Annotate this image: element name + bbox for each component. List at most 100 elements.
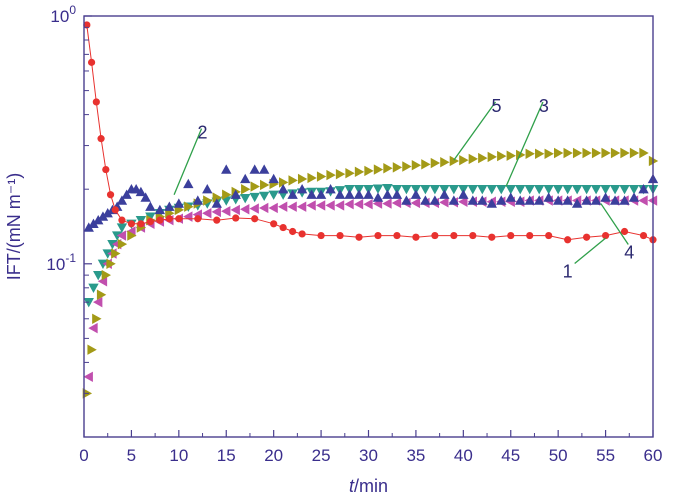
data-point (552, 185, 564, 195)
data-point (525, 148, 535, 159)
data-point (619, 195, 630, 205)
data-point (402, 161, 412, 172)
data-point (628, 185, 640, 195)
series-1 (83, 21, 657, 244)
curve-label-3: 3 (505, 96, 549, 187)
data-point (212, 192, 222, 203)
data-point (97, 276, 108, 287)
data-point (373, 164, 384, 175)
data-point (487, 151, 497, 163)
data-point (628, 192, 640, 202)
data-point (203, 195, 213, 206)
data-point (87, 58, 96, 66)
data-point (194, 215, 202, 223)
data-point (429, 195, 441, 205)
data-point (165, 215, 173, 223)
data-point (524, 185, 535, 195)
data-point (439, 197, 449, 208)
data-point (192, 195, 203, 205)
data-point (240, 173, 251, 184)
data-point (459, 154, 469, 166)
y-tick-base: 10 (46, 255, 65, 274)
series-layer (82, 21, 659, 399)
data-point (458, 196, 468, 207)
data-point (344, 198, 354, 210)
data-point (268, 173, 279, 184)
data-point (240, 204, 250, 215)
data-point (102, 249, 113, 259)
x-tick-label: 45 (501, 446, 520, 465)
data-point (609, 195, 621, 205)
data-point (505, 185, 516, 195)
data-point (610, 147, 621, 159)
data-point (581, 185, 592, 195)
data-point (469, 231, 477, 240)
data-point (145, 212, 156, 222)
data-point (506, 150, 516, 161)
data-point (552, 195, 564, 205)
data-point (526, 231, 534, 240)
data-point (477, 195, 488, 205)
data-point (393, 231, 401, 240)
x-tick-label: 25 (312, 446, 331, 465)
curve-label-leader (453, 101, 497, 161)
data-point (600, 192, 611, 202)
curve-label-leader (574, 237, 606, 265)
curve-label-leader (505, 101, 544, 187)
data-point (307, 172, 317, 184)
data-point (88, 283, 99, 294)
data-point (222, 189, 232, 200)
data-point (544, 148, 554, 159)
data-point (258, 191, 270, 202)
data-point (118, 216, 126, 224)
data-point (638, 184, 649, 194)
data-point (364, 165, 374, 177)
data-point (183, 178, 194, 189)
data-point (496, 195, 507, 205)
data-point (289, 227, 297, 236)
series-2 (83, 164, 659, 232)
data-point (135, 186, 147, 197)
data-point (241, 184, 251, 195)
data-point (296, 184, 308, 194)
data-point (146, 218, 154, 226)
data-point (93, 270, 104, 281)
data-point (221, 206, 231, 217)
data-point (431, 231, 439, 240)
x-tick-label: 5 (127, 446, 136, 465)
data-point (175, 215, 183, 223)
data-point (496, 185, 507, 195)
data-point (477, 185, 488, 195)
data-point (251, 215, 259, 223)
y-tick-exponent: -1 (65, 251, 76, 265)
data-point (638, 195, 648, 206)
data-point (97, 211, 109, 221)
data-point (270, 220, 278, 228)
data-point (121, 189, 132, 199)
y-axis-title: IFT/(mN m⁻¹) (4, 173, 24, 280)
data-point (363, 189, 374, 199)
data-point (515, 195, 526, 205)
data-point (543, 185, 554, 195)
data-point (572, 147, 583, 159)
data-point (97, 135, 105, 143)
data-point (478, 152, 488, 164)
data-point (111, 231, 123, 241)
x-tick-label: 0 (79, 446, 88, 465)
data-point (590, 195, 602, 205)
x-tick-label: 55 (596, 446, 615, 465)
data-point (382, 189, 393, 199)
data-point (334, 189, 346, 199)
data-point (249, 164, 260, 174)
data-point (545, 231, 553, 240)
data-point (106, 191, 115, 199)
data-point (183, 211, 193, 222)
data-point (116, 230, 127, 241)
data-point (411, 159, 422, 171)
data-point (449, 155, 460, 167)
data-point (334, 200, 345, 211)
data-point (326, 169, 336, 181)
data-point (600, 185, 611, 195)
data-point (620, 227, 629, 236)
data-point (609, 185, 621, 195)
